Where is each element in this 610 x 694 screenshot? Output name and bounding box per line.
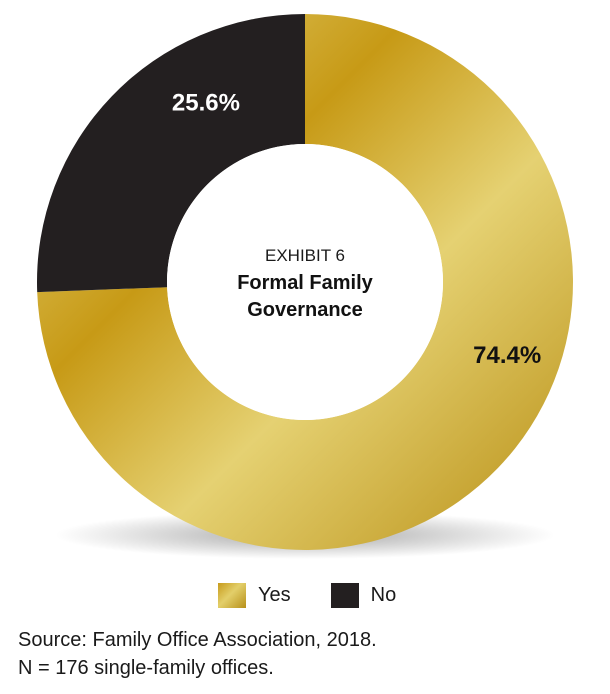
source-note: Source: Family Office Association, 2018.…	[18, 626, 377, 682]
chart-title-line-1: Formal Family	[237, 272, 373, 294]
value-label-yes: 74.4%	[473, 342, 541, 369]
legend-swatch-yes	[218, 583, 246, 608]
legend-swatch-no	[330, 583, 359, 608]
legend-item-yes: Yes	[218, 583, 291, 608]
chart-subtitle: EXHIBIT 6	[265, 246, 345, 265]
legend-label-no: No	[370, 584, 397, 606]
slice-yes	[37, 14, 573, 550]
legend-item-no: No	[330, 583, 397, 608]
source-line-1: Source: Family Office Association, 2018.	[18, 629, 377, 651]
source-line-2: N = 176 single-family offices.	[18, 657, 274, 679]
donut-hole	[167, 144, 443, 420]
value-label-no: 25.6%	[172, 90, 240, 117]
slice-no	[36, 14, 305, 293]
donut-chart: EXHIBIT 6 Formal Family Governance 74.4%…	[36, 14, 573, 559]
legend-label-yes: Yes	[258, 584, 291, 606]
legend: Yes No	[218, 583, 436, 608]
chart-title-line-2: Governance	[247, 299, 363, 321]
